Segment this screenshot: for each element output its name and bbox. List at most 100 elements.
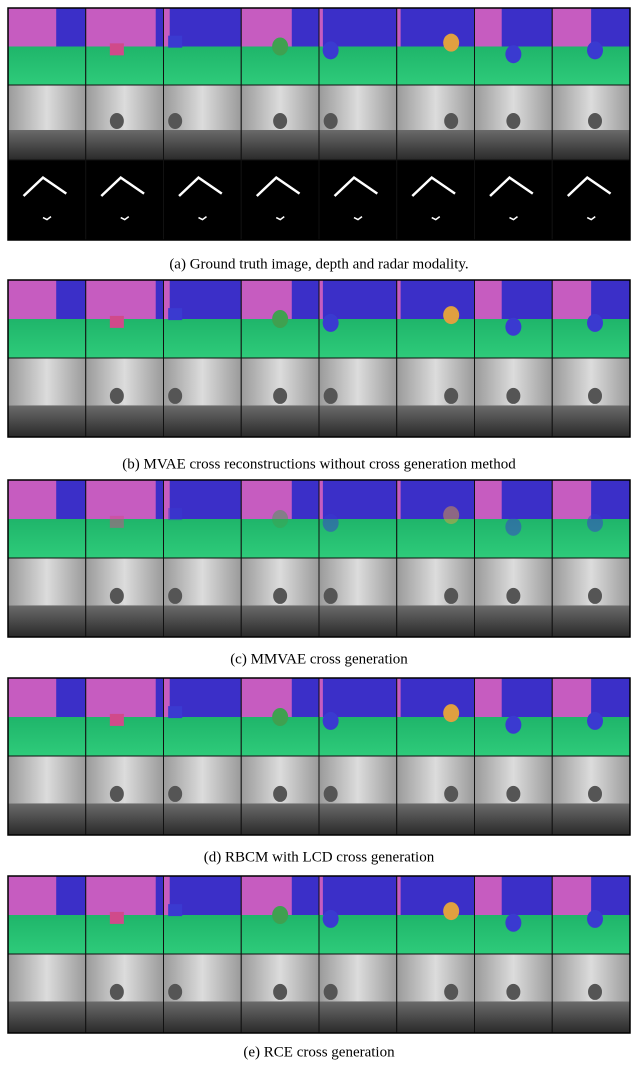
image-tile bbox=[319, 678, 397, 756]
depth-floor bbox=[164, 1001, 242, 1033]
depth-wall bbox=[8, 558, 86, 605]
radar-bg bbox=[86, 160, 164, 240]
wall-pink bbox=[397, 678, 401, 721]
image-tile bbox=[397, 85, 475, 160]
image-tile bbox=[164, 8, 242, 85]
image-tile bbox=[397, 160, 475, 240]
wall-pink bbox=[8, 480, 56, 523]
wall-pink bbox=[319, 280, 323, 323]
image-tile bbox=[397, 954, 475, 1033]
image-tile bbox=[319, 358, 397, 437]
radar-bg bbox=[552, 160, 630, 240]
depth-object bbox=[324, 786, 338, 802]
image-tile bbox=[319, 876, 397, 954]
image-tile bbox=[319, 480, 397, 558]
floor bbox=[86, 47, 164, 86]
depth-object bbox=[506, 388, 520, 404]
floor bbox=[86, 717, 164, 756]
depth-floor bbox=[86, 1001, 164, 1033]
image-tile bbox=[8, 85, 86, 160]
depth-floor bbox=[164, 405, 242, 437]
object bbox=[505, 914, 521, 932]
figure: (a) Ground truth image, depth and radar … bbox=[0, 0, 631, 1071]
floor bbox=[397, 915, 475, 954]
floor bbox=[86, 519, 164, 558]
wall-pink bbox=[319, 8, 323, 50]
object bbox=[110, 516, 124, 528]
depth-object bbox=[168, 786, 182, 802]
depth-object bbox=[110, 786, 124, 802]
image-tile bbox=[552, 358, 630, 437]
depth-object bbox=[273, 588, 287, 604]
wall-pink bbox=[319, 678, 323, 721]
image-tile bbox=[397, 558, 475, 637]
depth-floor bbox=[319, 130, 397, 160]
depth-floor bbox=[397, 1001, 475, 1033]
depth-floor bbox=[8, 605, 86, 637]
depth-floor bbox=[164, 605, 242, 637]
depth-object bbox=[110, 388, 124, 404]
image-tile bbox=[8, 876, 86, 954]
wall-pink bbox=[8, 8, 56, 50]
image-tile bbox=[164, 756, 242, 835]
depth-object bbox=[506, 113, 520, 129]
image-tile bbox=[241, 160, 319, 240]
object bbox=[443, 704, 459, 722]
depth-wall bbox=[397, 954, 475, 1001]
image-tile bbox=[475, 8, 553, 85]
depth-floor bbox=[86, 605, 164, 637]
wall-pink bbox=[8, 280, 56, 323]
floor bbox=[164, 319, 242, 358]
object bbox=[505, 518, 521, 536]
image-tile bbox=[397, 678, 475, 756]
image-tile bbox=[86, 558, 164, 637]
wall-pink bbox=[397, 8, 401, 50]
wall-pink bbox=[319, 876, 323, 919]
object bbox=[587, 712, 603, 730]
depth-object bbox=[588, 113, 602, 129]
object bbox=[587, 910, 603, 928]
image-tile bbox=[319, 8, 397, 85]
image-tile bbox=[241, 954, 319, 1033]
wall-blue bbox=[397, 480, 475, 519]
depth-object bbox=[273, 113, 287, 129]
image-tile bbox=[397, 480, 475, 558]
image-tile bbox=[319, 756, 397, 835]
object bbox=[587, 514, 603, 532]
floor bbox=[164, 717, 242, 756]
depth-wall bbox=[8, 358, 86, 405]
image-tile bbox=[164, 160, 242, 240]
depth-object bbox=[588, 984, 602, 1000]
image-tile bbox=[8, 280, 86, 358]
object bbox=[168, 904, 182, 916]
depth-wall bbox=[8, 85, 86, 130]
depth-floor bbox=[319, 405, 397, 437]
wall-pink bbox=[552, 876, 591, 919]
image-tile bbox=[8, 358, 86, 437]
depth-floor bbox=[8, 1001, 86, 1033]
depth-object bbox=[168, 113, 182, 129]
depth-wall bbox=[86, 558, 164, 605]
image-tile bbox=[397, 280, 475, 358]
image-tile bbox=[241, 678, 319, 756]
depth-floor bbox=[164, 130, 242, 160]
image-tile bbox=[8, 8, 86, 85]
image-tile bbox=[319, 558, 397, 637]
image-tile bbox=[8, 756, 86, 835]
image-tile bbox=[86, 480, 164, 558]
depth-floor bbox=[8, 803, 86, 835]
depth-object bbox=[273, 388, 287, 404]
wall-blue bbox=[319, 280, 397, 319]
object bbox=[110, 316, 124, 328]
object bbox=[323, 514, 339, 532]
depth-object bbox=[168, 984, 182, 1000]
image-tile bbox=[319, 280, 397, 358]
wall-pink bbox=[319, 480, 323, 523]
wall-pink bbox=[475, 8, 502, 50]
depth-floor bbox=[552, 605, 630, 637]
wall-pink bbox=[397, 876, 401, 919]
depth-object bbox=[506, 588, 520, 604]
image-tile bbox=[164, 85, 242, 160]
floor bbox=[397, 47, 475, 86]
image-tile bbox=[8, 954, 86, 1033]
